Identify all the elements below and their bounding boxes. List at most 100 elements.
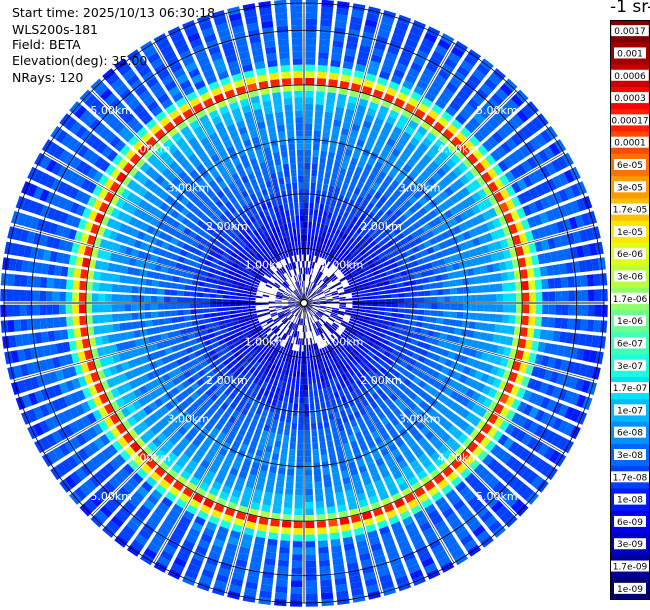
range-gate-cell (355, 379, 363, 388)
range-gate-cell (309, 289, 314, 296)
range-gate-cell (325, 198, 332, 206)
range-gate-cell (187, 153, 198, 163)
range-gate-cell (51, 194, 62, 207)
range-gate-cell (86, 196, 97, 208)
range-gate-cell (284, 250, 289, 258)
range-gate-cell (177, 426, 188, 436)
range-gate-cell (122, 341, 131, 350)
range-gate-cell (228, 182, 237, 191)
range-gate-cell (447, 542, 461, 554)
range-gate-cell (222, 252, 231, 259)
range-gate-cell (384, 227, 393, 235)
range-gate-cell (374, 555, 387, 565)
range-gate-cell (374, 235, 382, 244)
range-gate-cell (345, 108, 355, 117)
range-gate-cell (90, 223, 100, 235)
range-gate-cell (359, 385, 367, 393)
range-gate-cell (241, 407, 249, 416)
range-gate-cell (364, 577, 378, 587)
range-gate-cell (213, 58, 225, 68)
range-gate-cell (500, 325, 509, 334)
range-gate-cell (311, 248, 316, 256)
range-gate-cell (355, 486, 365, 495)
range-gate-cell (194, 350, 203, 358)
range-gate-cell (241, 249, 249, 256)
range-gate-cell (384, 265, 392, 271)
range-gate-cell (413, 201, 423, 210)
range-gate-cell (380, 384, 389, 393)
range-gate-cell (183, 309, 191, 315)
range-gate-cell (58, 149, 71, 163)
range-gate-cell (380, 328, 388, 334)
range-gate-cell (314, 396, 320, 404)
range-gate-cell (379, 526, 391, 536)
range-gate-cell (264, 375, 271, 383)
range-gate-cell (190, 195, 200, 205)
range-gate-cell (106, 217, 116, 229)
range-gate-cell (455, 481, 467, 493)
range-gate-cell (296, 221, 300, 229)
range-gate-cell (343, 340, 350, 347)
range-gate-cell (252, 267, 260, 273)
range-gate-cell (365, 296, 373, 300)
range-gate-cell (216, 497, 227, 507)
range-gate-cell (205, 521, 218, 532)
range-gate-cell (163, 456, 174, 468)
range-gate-cell (231, 489, 242, 499)
range-gate-cell (280, 360, 285, 368)
range-gate-cell (389, 354, 397, 361)
range-gate-cell (165, 103, 177, 115)
range-gate-cell (568, 290, 576, 302)
range-gate-cell (364, 313, 372, 317)
range-gate-cell (416, 284, 424, 291)
range-gate-cell (281, 408, 287, 416)
range-gate-cell (503, 156, 514, 169)
range-gate-cell (380, 469, 391, 479)
range-gate-cell (332, 301, 340, 303)
range-gate-cell (106, 273, 114, 282)
range-gate-cell (298, 295, 303, 301)
range-gate-cell (167, 267, 175, 275)
range-gate-cell (33, 169, 45, 184)
range-gate-cell (262, 308, 270, 312)
range-gate-cell (164, 234, 173, 243)
range-gate-cell (247, 336, 254, 343)
range-gate-cell (424, 290, 431, 296)
range-gate-cell (323, 124, 331, 133)
range-gate-cell (311, 176, 317, 183)
range-gate-cell (92, 199, 103, 211)
range-gate-cell (262, 571, 274, 579)
range-gate-cell (417, 410, 427, 420)
range-gate-cell (83, 148, 95, 162)
range-gate-cell (66, 137, 79, 151)
range-gate-cell (13, 304, 21, 317)
range-gate-cell (17, 380, 27, 394)
range-gate-cell (98, 282, 106, 292)
range-gate-cell (239, 443, 249, 452)
range-gate-cell (70, 436, 82, 450)
range-gate-cell (331, 349, 338, 357)
range-gate-cell (79, 280, 87, 291)
range-gate-cell (254, 428, 262, 437)
range-gate-cell (427, 109, 440, 120)
range-gate-cell (210, 312, 218, 318)
range-gate-cell (465, 259, 473, 268)
range-gate-cell (331, 46, 343, 55)
range-gate-cell (355, 218, 363, 227)
range-gate-cell (320, 333, 325, 341)
range-gate-cell (263, 367, 270, 376)
range-gate-cell (281, 325, 287, 332)
range-gate-cell (108, 495, 122, 509)
range-gate-cell (324, 310, 332, 314)
range-gate-cell (442, 449, 454, 460)
range-gate-cell (112, 375, 122, 386)
range-gate-cell (450, 254, 459, 263)
range-gate-cell (432, 354, 441, 362)
range-gate-cell (396, 504, 408, 515)
range-gate-cell (403, 243, 412, 251)
range-gate-cell (27, 408, 38, 423)
range-gate-cell (477, 486, 490, 499)
range-gate-cell (228, 12, 242, 22)
range-gate-cell (253, 142, 262, 151)
range-gate-cell (186, 272, 194, 279)
